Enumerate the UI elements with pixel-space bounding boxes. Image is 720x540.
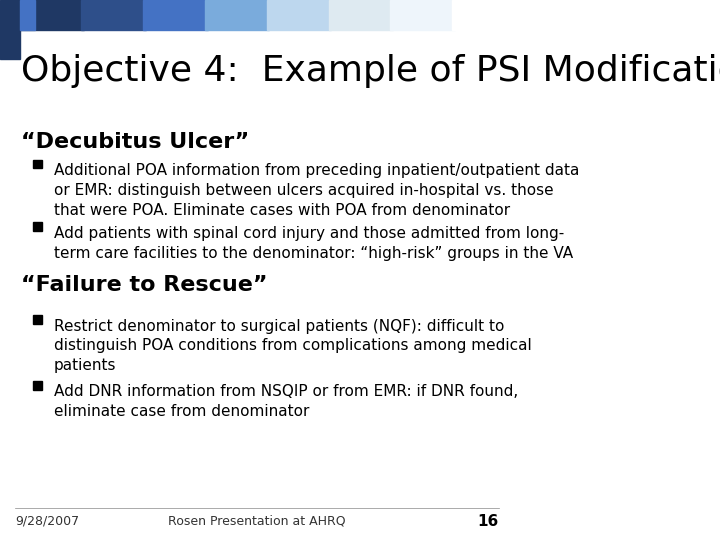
Text: Add patients with spinal cord injury and those admitted from long-
term care fac: Add patients with spinal cord injury and… <box>54 226 573 260</box>
Text: Rosen Presentation at AHRQ: Rosen Presentation at AHRQ <box>168 514 346 527</box>
Bar <box>33 160 42 168</box>
Text: “Decubitus Ulcer”: “Decubitus Ulcer” <box>21 132 249 152</box>
Bar <box>33 381 42 390</box>
Text: “Failure to Rescue”: “Failure to Rescue” <box>21 275 267 295</box>
Bar <box>267 0 331 30</box>
Bar <box>19 0 84 30</box>
Bar <box>452 0 517 30</box>
Text: 9/28/2007: 9/28/2007 <box>15 514 79 527</box>
Text: Additional POA information from preceding inpatient/outpatient data
or EMR: dist: Additional POA information from precedin… <box>54 163 580 218</box>
Bar <box>143 0 207 30</box>
Text: Objective 4:  Example of PSI Modification: Objective 4: Example of PSI Modification <box>21 54 720 88</box>
Text: Add DNR information from NSQIP or from EMR: if DNR found,
eliminate case from de: Add DNR information from NSQIP or from E… <box>54 384 518 419</box>
Bar <box>19 0 35 30</box>
Bar <box>33 315 42 324</box>
Bar <box>0 0 19 59</box>
Bar <box>328 0 393 30</box>
Bar <box>205 0 269 30</box>
Text: Restrict denominator to surgical patients (NQF): difficult to
distinguish POA co: Restrict denominator to surgical patient… <box>54 319 532 373</box>
Bar <box>390 0 455 30</box>
Bar <box>33 222 42 231</box>
Text: 16: 16 <box>477 514 499 529</box>
Bar <box>81 0 145 30</box>
